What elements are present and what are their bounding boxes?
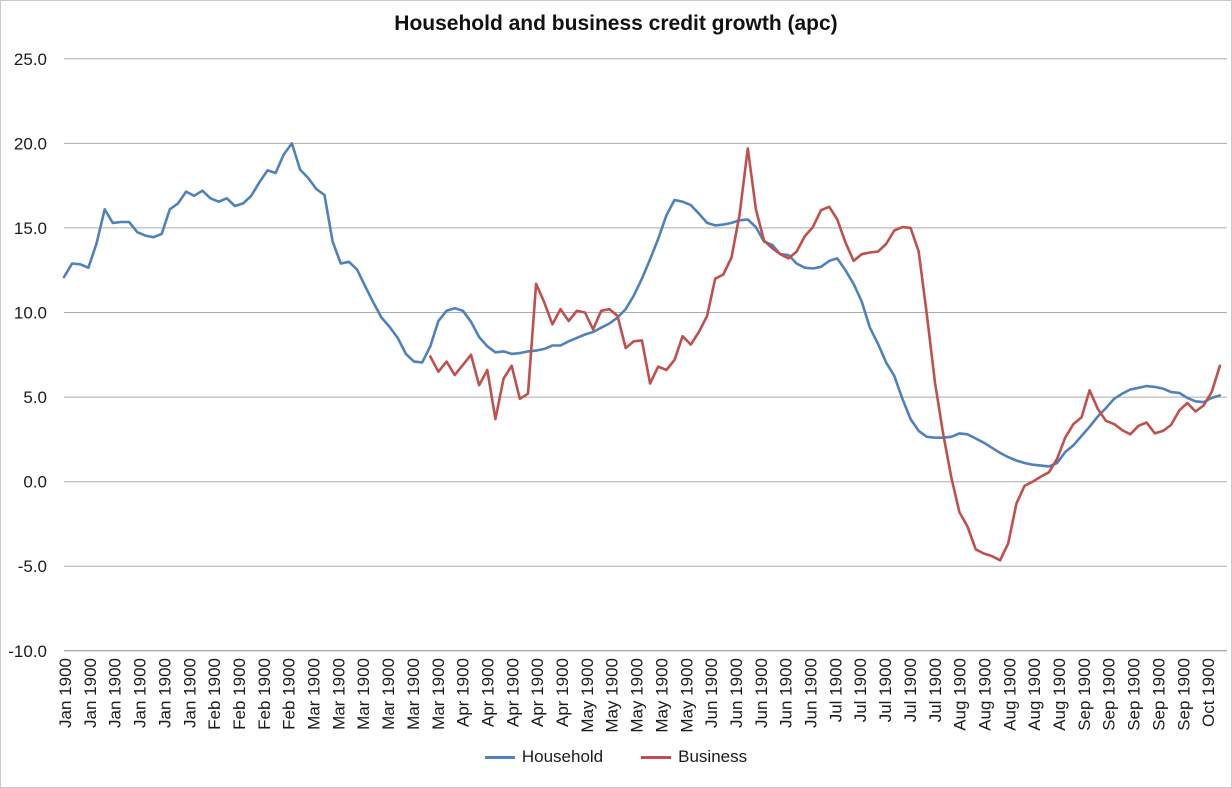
x-tick-label: Jan 1900 xyxy=(56,658,75,728)
x-tick-label: Mar 1900 xyxy=(404,658,423,730)
x-tick-label: Jan 1900 xyxy=(131,658,150,728)
x-tick-label: Jan 1900 xyxy=(81,658,100,728)
y-tick-label: 10.0 xyxy=(14,304,47,323)
x-tick-label: Apr 1900 xyxy=(503,658,522,727)
x-tick-label: Aug 1900 xyxy=(1025,658,1044,731)
x-tick-label: Jun 1900 xyxy=(802,658,821,728)
x-tick-label: Aug 1900 xyxy=(976,658,995,731)
y-tick-label: 5.0 xyxy=(23,388,47,407)
legend-label-business: Business xyxy=(678,747,748,766)
x-tick-label: Mar 1900 xyxy=(354,658,373,730)
x-tick-label: Jan 1900 xyxy=(155,658,174,728)
x-tick-label: Sep 1900 xyxy=(1149,658,1168,731)
x-tick-label: Sep 1900 xyxy=(1125,658,1144,731)
x-tick-label: Mar 1900 xyxy=(305,658,324,730)
y-tick-label: -10.0 xyxy=(8,642,47,661)
x-tick-label: Jun 1900 xyxy=(777,658,796,728)
legend-label-household: Household xyxy=(521,747,604,766)
chart-title: Household and business credit growth (ap… xyxy=(394,12,838,35)
x-tick-label: Mar 1900 xyxy=(329,658,348,730)
x-tick-label: Sep 1900 xyxy=(1174,658,1193,731)
x-tick-label: Jul 1900 xyxy=(901,658,920,722)
x-tick-label: May 1900 xyxy=(578,658,597,733)
x-tick-label: Jun 1900 xyxy=(752,658,771,728)
x-tick-label: May 1900 xyxy=(677,658,696,733)
x-tick-label: Apr 1900 xyxy=(553,658,572,727)
y-tick-label: 25.0 xyxy=(14,50,47,69)
series-line-business xyxy=(429,147,1222,562)
y-tick-label: -5.0 xyxy=(18,557,47,576)
y-tick-label: 20.0 xyxy=(14,134,47,153)
x-tick-label: Aug 1900 xyxy=(1050,658,1069,731)
x-tick-label: Jun 1900 xyxy=(727,658,746,728)
legend-item-business: Business xyxy=(641,747,747,767)
x-tick-label: Sep 1900 xyxy=(1075,658,1094,731)
x-tick-label: Mar 1900 xyxy=(429,658,448,730)
x-tick-label: Apr 1900 xyxy=(528,658,547,727)
x-tick-label: Oct 1900 xyxy=(1199,658,1218,727)
x-tick-label: May 1900 xyxy=(628,658,647,733)
x-tick-label: Jul 1900 xyxy=(851,658,870,722)
x-tick-label: Mar 1900 xyxy=(379,658,398,730)
series-line-household xyxy=(62,142,1222,468)
x-tick-label: Jul 1900 xyxy=(926,658,945,722)
x-tick-label: Jan 1900 xyxy=(106,658,125,728)
x-tick-label: Feb 1900 xyxy=(255,658,274,730)
x-tick-label: Sep 1900 xyxy=(1100,658,1119,731)
x-tick-label: Feb 1900 xyxy=(230,658,249,730)
household-line-swatch xyxy=(484,755,515,759)
x-tick-label: Jun 1900 xyxy=(702,658,721,728)
x-tick-label: May 1900 xyxy=(652,658,671,733)
x-tick-label: May 1900 xyxy=(603,658,622,733)
x-tick-label: Feb 1900 xyxy=(280,658,299,730)
y-tick-label: 0.0 xyxy=(23,473,47,492)
legend: Household Business xyxy=(1,747,1231,767)
x-tick-label: Jul 1900 xyxy=(876,658,895,722)
x-tick-label: Apr 1900 xyxy=(454,658,473,727)
y-tick-label: 15.0 xyxy=(14,219,47,238)
x-tick-label: Aug 1900 xyxy=(951,658,970,731)
x-tick-label: Aug 1900 xyxy=(1000,658,1019,731)
legend-item-household: Household xyxy=(484,747,604,767)
x-tick-label: Apr 1900 xyxy=(479,658,498,727)
x-tick-label: Feb 1900 xyxy=(205,658,224,730)
x-tick-label: Jan 1900 xyxy=(180,658,199,728)
x-tick-label: Jul 1900 xyxy=(826,658,845,722)
business-line-swatch xyxy=(641,755,672,759)
